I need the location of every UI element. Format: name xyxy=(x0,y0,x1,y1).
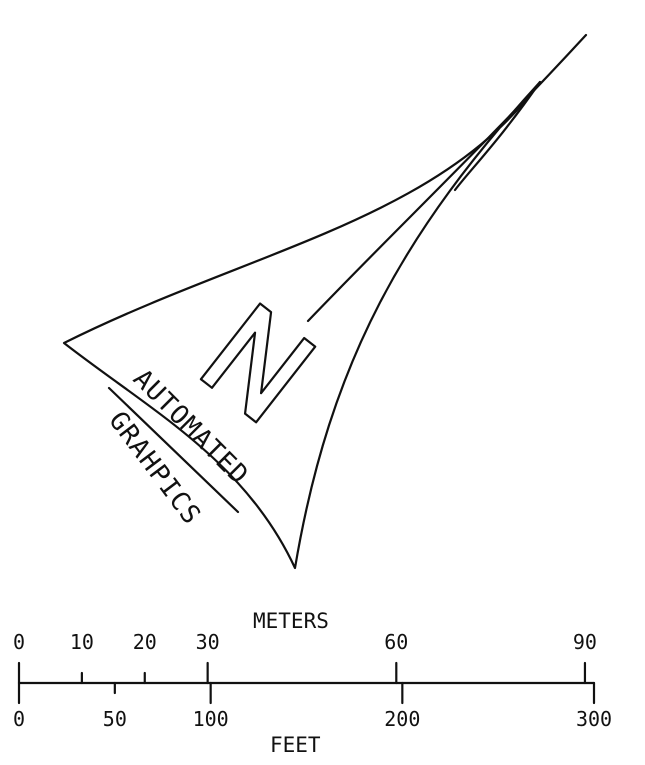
meters-tick-label: 10 xyxy=(70,630,94,654)
meters-tick-label: 20 xyxy=(133,630,157,654)
feet-tick-group: 0 50 100 200 300 xyxy=(13,681,612,731)
meters-tick-group: 0 10 20 30 60 90 xyxy=(13,630,597,685)
meters-tick-label: 30 xyxy=(196,630,220,654)
meters-tick-label: 60 xyxy=(384,630,408,654)
meters-tick-label: 0 xyxy=(13,630,25,654)
feet-tick-label: 200 xyxy=(384,707,420,731)
feet-tick-label: 0 xyxy=(13,707,25,731)
logo-divider xyxy=(107,386,240,514)
feet-tick-label: 300 xyxy=(576,707,612,731)
feet-label: FEET xyxy=(270,733,321,757)
north-arrow-outline xyxy=(62,80,542,570)
north-letter-icon xyxy=(199,302,317,424)
meters-label: METERS xyxy=(253,609,329,633)
feet-tick-label: 50 xyxy=(103,707,127,731)
north-arrow-needle xyxy=(306,33,588,323)
north-arrow-inner-curve xyxy=(453,80,542,192)
north-arrow-icon: AUTOMATED GRAHPICS xyxy=(62,33,588,570)
feet-tick-label: 100 xyxy=(193,707,229,731)
scale-bar: METERS 0 10 20 30 60 90 0 50 100 200 300 FEET xyxy=(13,609,612,757)
meters-tick-label: 90 xyxy=(573,630,597,654)
